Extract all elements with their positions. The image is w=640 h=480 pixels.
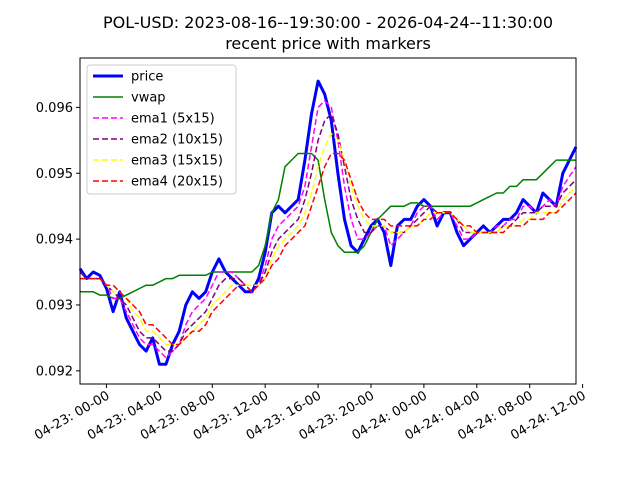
plot-frame xyxy=(79,57,577,385)
legend: price vwap ema1 (5x15) ema2 (10x15) ema3 (15… xyxy=(86,64,237,195)
y-tick-label: 0.095 xyxy=(36,167,73,182)
legend-box xyxy=(86,64,237,195)
legend-label: ema4 (20x15) xyxy=(131,175,223,190)
y-tick-label: 0.093 xyxy=(36,298,73,313)
y-axis: 0.092 0.093 0.094 0.095 0.096 xyxy=(36,101,80,379)
series-line-ema2 xyxy=(79,113,577,352)
series-line-ema3 xyxy=(80,132,577,346)
legend-label: ema2 (10x15) xyxy=(131,133,223,148)
legend-label: ema1 (5x15) xyxy=(131,112,215,127)
y-tick-label: 0.092 xyxy=(36,364,73,379)
series-line-vwap xyxy=(80,152,576,300)
series-line-ema4 xyxy=(80,152,577,346)
legend-label: price xyxy=(131,70,163,85)
y-tick-label: 0.096 xyxy=(36,101,73,116)
plot-lines xyxy=(78,79,578,366)
legend-label: vwap xyxy=(131,91,166,106)
chart-title: POL-USD: 2023-08-16--19:30:00 - 2026-04-… xyxy=(103,13,553,32)
legend-label: ema3 (15x15) xyxy=(131,154,223,169)
series-line-price xyxy=(78,79,578,366)
chart-subtitle: recent price with markers xyxy=(225,34,431,53)
y-tick-label: 0.094 xyxy=(36,233,73,248)
